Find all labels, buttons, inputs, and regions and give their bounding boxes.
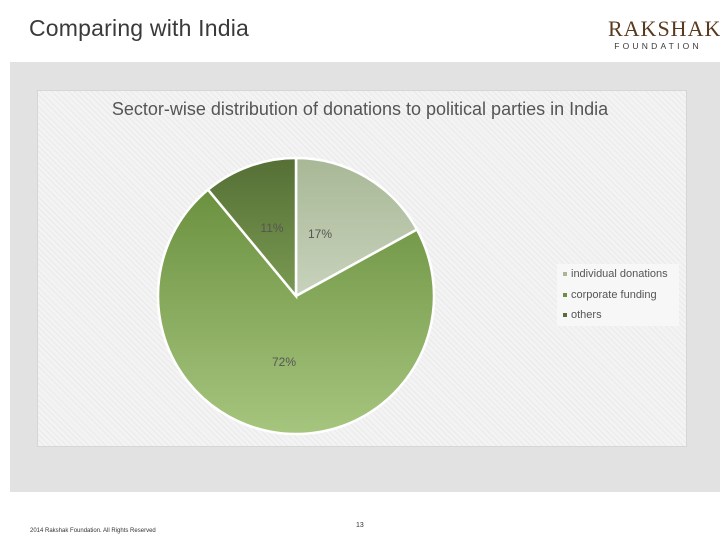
legend-item-corporate-funding: corporate funding (563, 289, 657, 301)
footer-copyright: 2014 Rakshak Foundation. All Rights Rese… (30, 528, 156, 534)
page-number: 13 (356, 522, 364, 529)
pie-slice-others (206, 156, 298, 300)
rakshak-logo: RAKSHAK FOUNDATION (608, 16, 720, 52)
legend-swatch (563, 313, 567, 318)
logo-subtitle: FOUNDATION (614, 41, 702, 51)
legend-label: individual donations (571, 268, 668, 280)
chart-legend: individual donations corporate funding o… (557, 264, 679, 326)
pie-data-label: 17% (308, 227, 332, 241)
slide-title: Comparing with India (29, 15, 250, 41)
pie-data-label: 72% (272, 355, 296, 369)
logo-wordmark: RAKSHAK (608, 16, 720, 41)
pie-data-label: 11% (260, 221, 283, 235)
legend-item-others: others (563, 309, 602, 321)
chart-title: Sector-wise distribution of donations to… (111, 99, 609, 119)
legend-label: corporate funding (571, 289, 657, 301)
legend-label: others (571, 309, 602, 321)
legend-swatch (563, 272, 567, 277)
legend-item-individual-donations: individual donations (563, 268, 668, 280)
pie-slice-individual-donations (294, 156, 419, 299)
pie-slice-corporate-funding (156, 187, 436, 436)
legend-swatch (563, 293, 567, 298)
